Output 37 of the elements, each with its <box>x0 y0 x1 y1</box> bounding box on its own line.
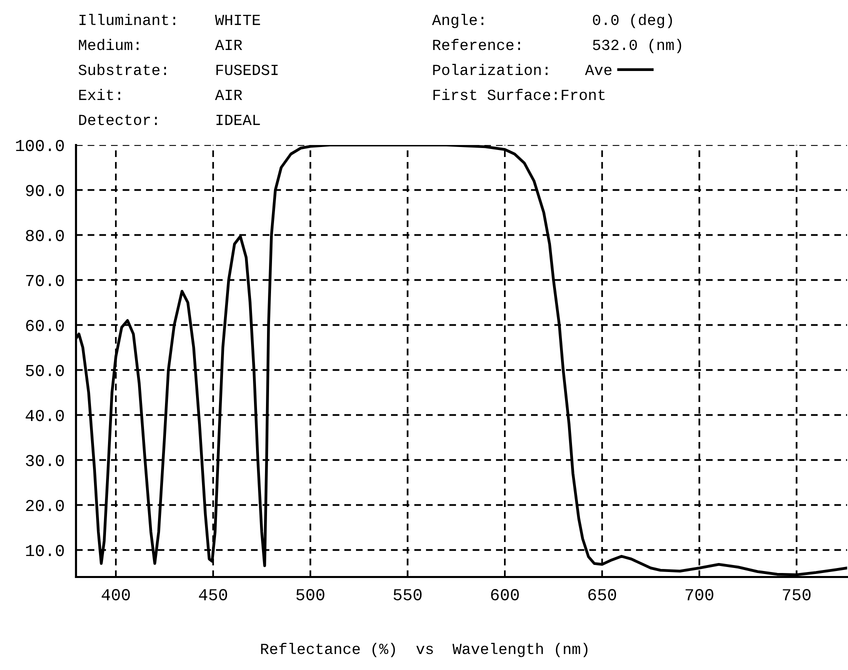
x-tick-label: 500 <box>296 589 324 600</box>
legend-label: Ave <box>585 64 612 76</box>
x-tick-label: 700 <box>686 589 714 600</box>
text: IDEAL <box>216 114 260 125</box>
y-tick-label: 70.0 <box>26 274 64 286</box>
text: Reference: <box>433 38 520 50</box>
y-tick-label: 20.0 <box>26 500 64 512</box>
text: Polarization: <box>433 64 548 76</box>
text: FUSEDSI <box>216 64 278 76</box>
text: AIR <box>215 40 242 50</box>
y-tick-label: 40.0 <box>26 410 64 422</box>
x-tick-label: 450 <box>198 589 228 600</box>
x-tick-label: 750 <box>782 589 811 600</box>
y-tick-label: 50.0 <box>26 364 64 376</box>
y-tick-label: 90.0 <box>26 184 64 196</box>
x-tick-label: 400 <box>102 589 130 600</box>
text: WHITE <box>215 14 260 25</box>
text: Detector: <box>79 114 157 126</box>
text: Angle: <box>432 14 484 28</box>
y-tick-label: 10.0 <box>26 544 64 556</box>
text: Exit: <box>79 88 120 100</box>
text: 532.0 (nm) <box>592 38 682 54</box>
x-tick-label: 550 <box>394 589 422 600</box>
y-tick-label: 60.0 <box>26 320 64 332</box>
text: AIR <box>215 90 242 100</box>
text: Substrate: <box>78 64 166 76</box>
line-series <box>76 145 848 576</box>
text: Medium: <box>78 38 138 50</box>
x-tick-label: 650 <box>588 589 616 600</box>
text: Illuminant: <box>80 14 176 26</box>
text: 0.0 (deg) <box>592 14 672 28</box>
y-tick-label: 80.0 <box>26 230 64 242</box>
y-tick-label: 100.0 <box>16 140 64 152</box>
x-tick-label: 600 <box>491 589 519 600</box>
x-axis-title: Reflectance (%) vs Wavelength (nm) <box>261 642 588 658</box>
y-tick-label: 30.0 <box>26 454 64 466</box>
text: First Surface:Front <box>433 88 605 100</box>
